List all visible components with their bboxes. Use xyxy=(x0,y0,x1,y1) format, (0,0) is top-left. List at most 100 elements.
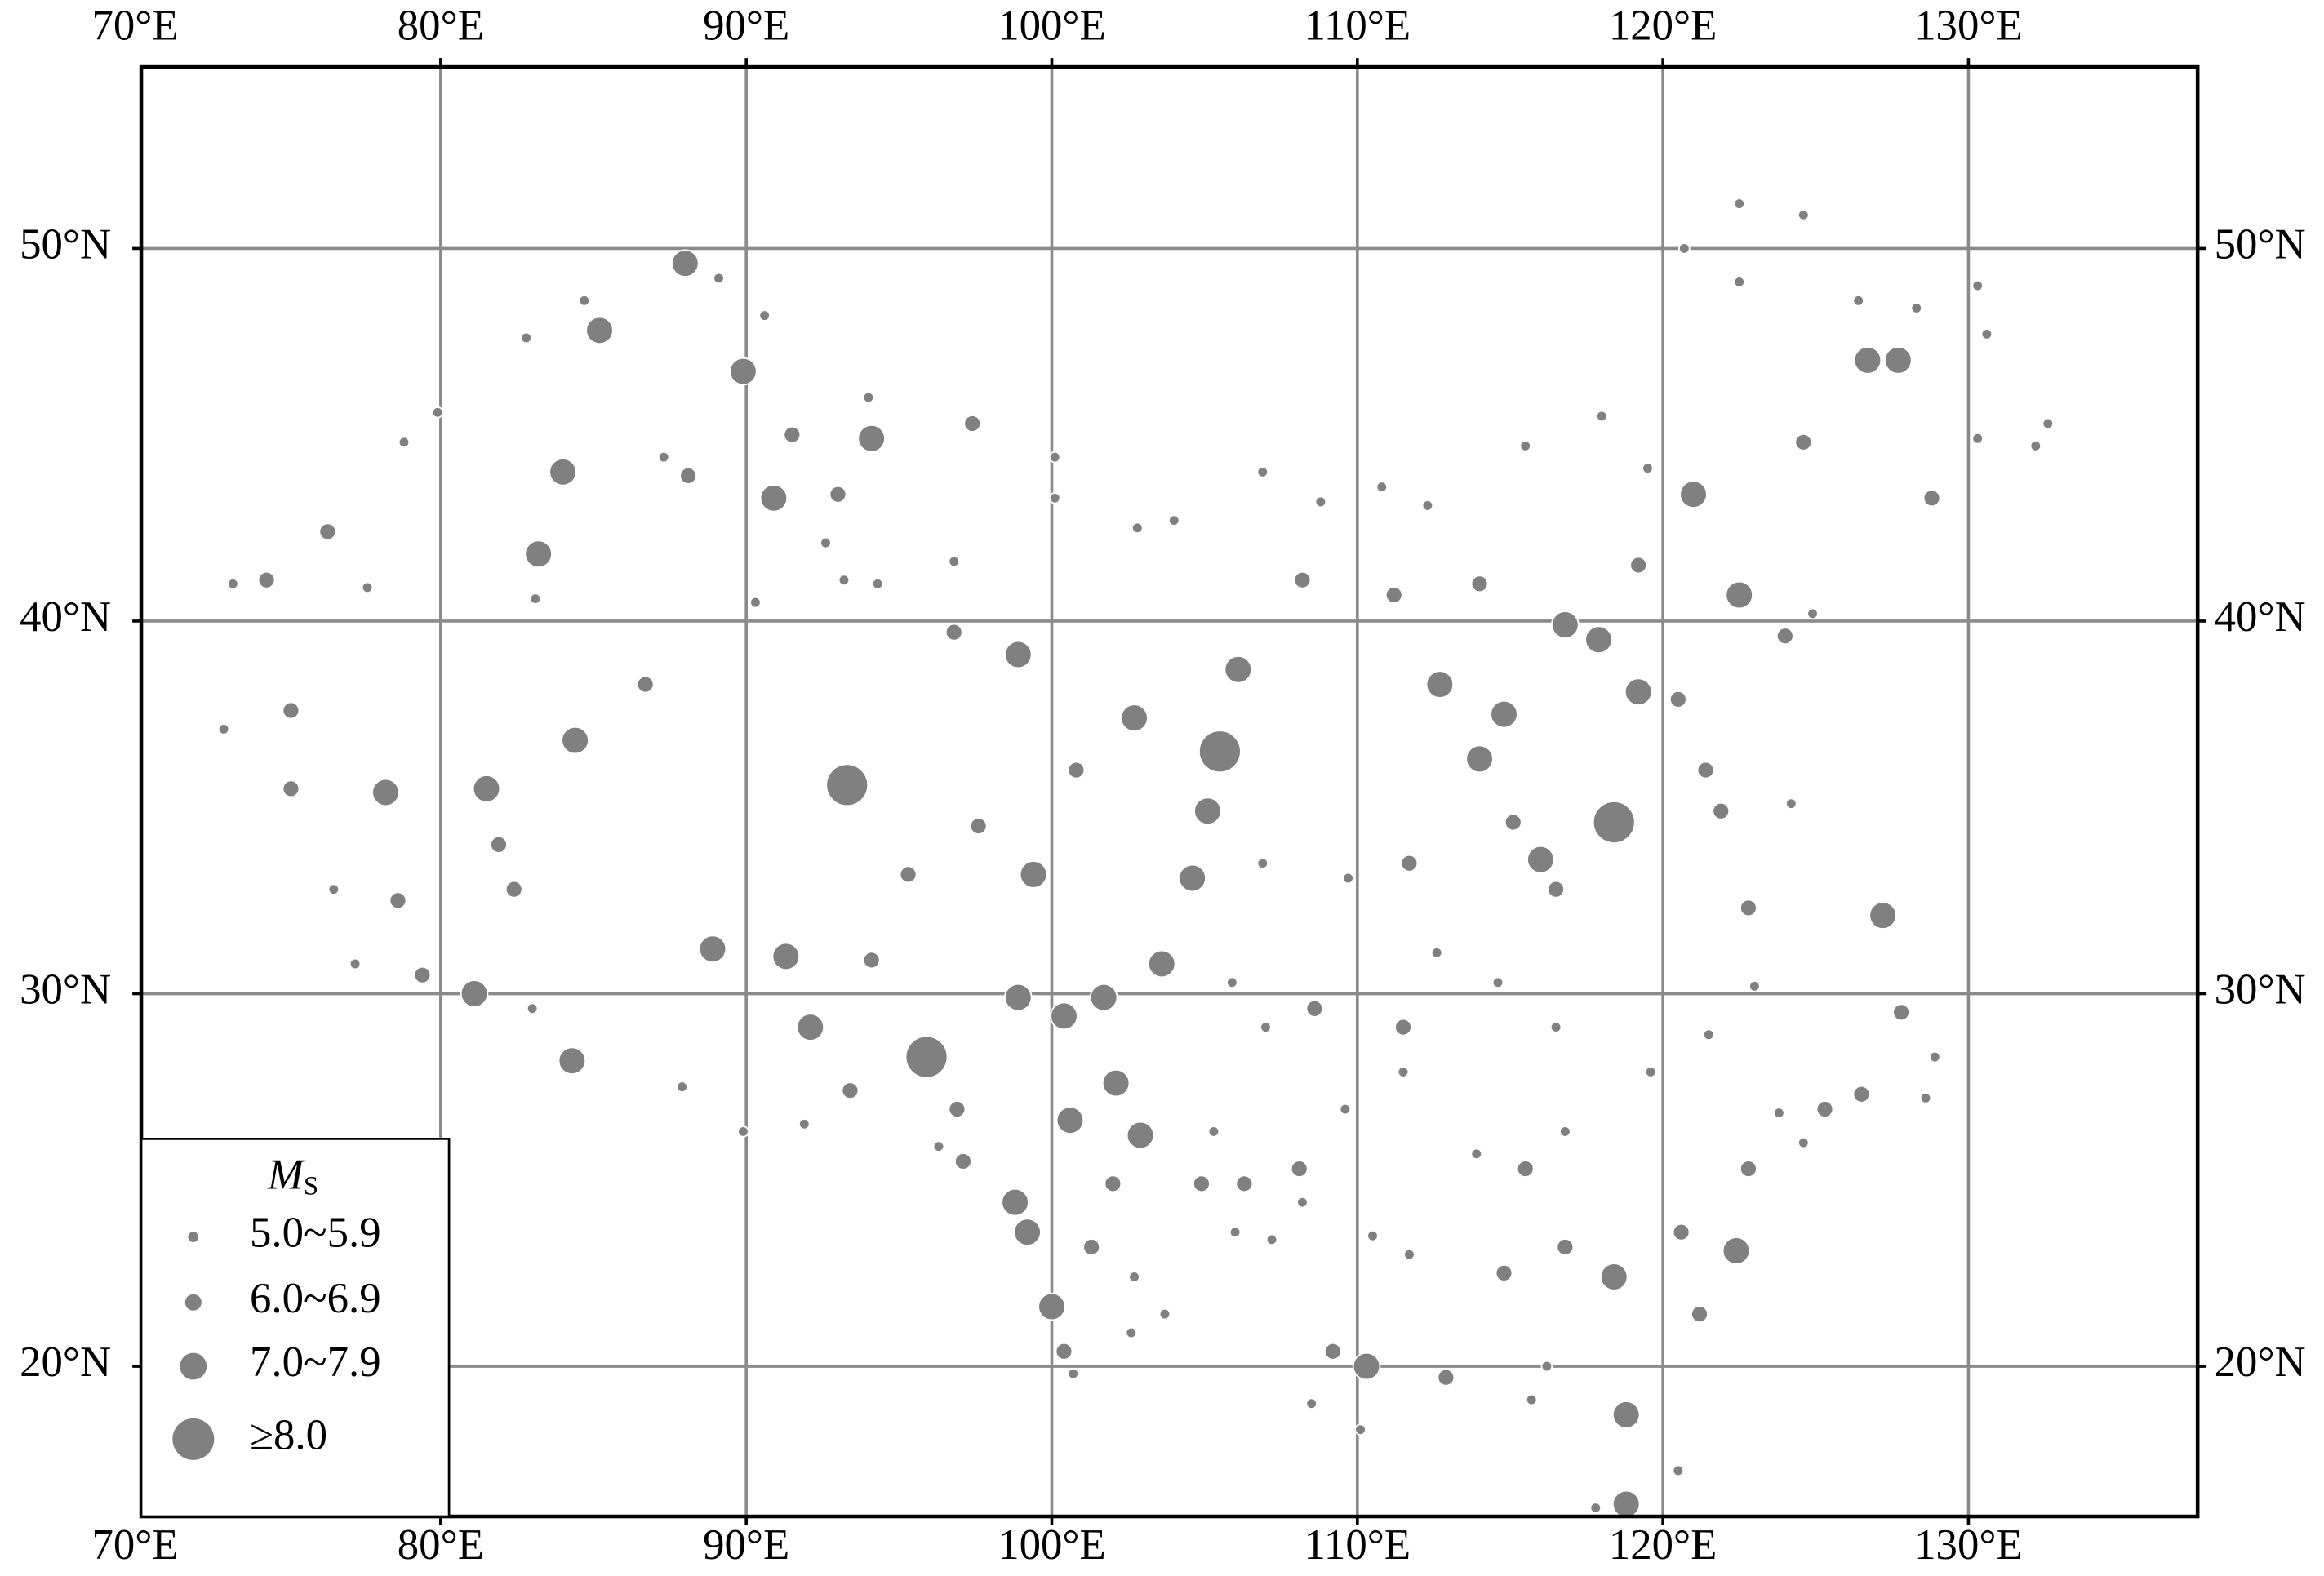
epicenter xyxy=(1595,410,1608,423)
epicenter xyxy=(759,483,789,513)
epicenter xyxy=(1556,1238,1575,1256)
epicenter xyxy=(1375,481,1389,493)
epicenter xyxy=(1470,1148,1483,1161)
epicenter xyxy=(472,775,501,803)
epicenter xyxy=(904,1035,949,1079)
epicenter xyxy=(398,436,411,449)
epicenter xyxy=(282,701,300,720)
epicenter xyxy=(1104,1174,1122,1193)
epicenter xyxy=(585,316,614,345)
epicenter xyxy=(1794,433,1813,451)
epicenter xyxy=(1815,1100,1834,1118)
y-tick-label-right: 20°N xyxy=(2215,1338,2306,1386)
epicenter xyxy=(1293,570,1312,589)
epicenter xyxy=(1672,1464,1685,1477)
epicenter xyxy=(1055,1106,1085,1135)
x-tick-label-top: 120°E xyxy=(1609,2,1717,50)
epicenter xyxy=(1980,328,1993,340)
epicenter xyxy=(1599,1263,1629,1291)
epicenter xyxy=(578,295,591,307)
epicenter xyxy=(1733,198,1745,210)
epicenter xyxy=(1147,949,1176,979)
x-tick-label-top: 90°E xyxy=(703,2,789,50)
epicenter xyxy=(1589,1502,1602,1514)
epicenter xyxy=(1892,1003,1911,1022)
x-tick-label-top: 100°E xyxy=(998,2,1106,50)
epicenter xyxy=(948,555,961,568)
x-tick-label-top: 80°E xyxy=(398,2,484,50)
epicenter xyxy=(1397,1066,1410,1078)
epicenter xyxy=(1611,1489,1641,1519)
epicenter xyxy=(796,1013,825,1041)
legend-marker xyxy=(180,1352,207,1380)
epicenter xyxy=(1852,1085,1871,1103)
epicenter xyxy=(1192,1174,1211,1193)
epicenter xyxy=(1394,1018,1412,1037)
legend-marker xyxy=(184,1294,202,1311)
epicenter xyxy=(1584,625,1613,655)
epicenter xyxy=(1672,1223,1691,1241)
epicenter xyxy=(1971,432,1984,445)
epicenter xyxy=(1559,1125,1571,1138)
x-tick-label-bottom: 90°E xyxy=(703,1521,789,1569)
epicenter xyxy=(820,536,832,549)
epicenter xyxy=(1352,1352,1381,1381)
epicenter xyxy=(490,835,508,854)
epicenter xyxy=(257,570,276,589)
epicenter xyxy=(1733,276,1745,288)
epicenter xyxy=(1305,1397,1318,1410)
epicenter xyxy=(1342,872,1354,885)
epicenter xyxy=(561,726,589,755)
epicenter xyxy=(460,979,489,1008)
epicenter xyxy=(1642,462,1654,475)
epicenter xyxy=(1797,1136,1810,1149)
y-tick-label-left: 20°N xyxy=(20,1338,111,1386)
epicenter xyxy=(1050,1001,1078,1031)
legend-title-subscript: S xyxy=(304,1171,318,1201)
epicenter xyxy=(1256,857,1269,869)
legend-title: MS xyxy=(267,1152,318,1201)
epicenter xyxy=(1775,627,1794,646)
y-tick-label-right: 30°N xyxy=(2215,966,2306,1014)
epicenter xyxy=(349,957,362,970)
epicenter xyxy=(524,539,553,569)
epicenter xyxy=(1797,209,1810,221)
epicenter xyxy=(737,1125,749,1138)
x-tick-label-bottom: 110°E xyxy=(1304,1521,1411,1569)
x-tick-label-bottom: 80°E xyxy=(398,1521,484,1569)
epicenter xyxy=(1853,346,1882,375)
x-tick-label-bottom: 130°E xyxy=(1914,1521,2023,1569)
x-tick-label-bottom: 120°E xyxy=(1609,1521,1717,1569)
epicenter xyxy=(217,723,230,735)
legend-label: 7.0~7.9 xyxy=(250,1338,381,1386)
epicenter xyxy=(1624,677,1653,707)
y-tick-label-left: 40°N xyxy=(20,593,111,641)
epicenter xyxy=(1679,480,1708,509)
epicenter xyxy=(529,593,542,605)
epicenter xyxy=(1919,1092,1932,1104)
x-tick-label-top: 110°E xyxy=(1304,2,1411,50)
epicenter xyxy=(944,623,963,641)
epicenter xyxy=(2029,440,2042,452)
y-tick-label-right: 50°N xyxy=(2215,221,2306,269)
epicenter xyxy=(1229,1226,1242,1238)
epicenter xyxy=(1629,556,1648,575)
epicenter xyxy=(1519,440,1531,452)
x-tick-label-top: 70°E xyxy=(91,2,178,50)
epicenter xyxy=(1725,580,1754,610)
epicenter xyxy=(899,865,918,884)
epicenter xyxy=(1465,744,1494,774)
epicenter xyxy=(932,1140,945,1152)
epicenter xyxy=(1125,1326,1138,1339)
epicenter xyxy=(1869,901,1897,930)
epicenter xyxy=(1740,1160,1757,1179)
legend-label: 6.0~6.9 xyxy=(250,1275,381,1322)
epicenter xyxy=(282,779,300,798)
epicenter xyxy=(857,424,886,453)
epicenter xyxy=(318,522,337,541)
epicenter xyxy=(431,406,444,419)
epicenter xyxy=(1126,1121,1155,1150)
epicenter xyxy=(1038,1292,1066,1321)
